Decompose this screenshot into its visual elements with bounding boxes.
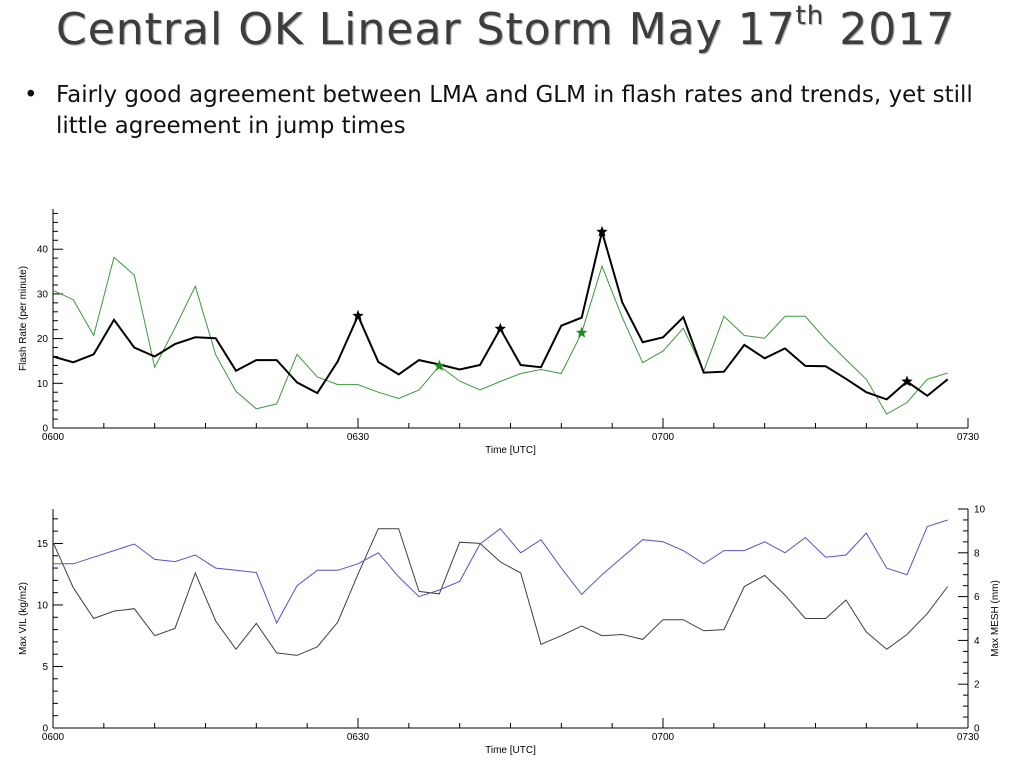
x-tick-label: 0630 bbox=[347, 732, 370, 743]
y-tick-label: 40 bbox=[37, 245, 49, 256]
star-marker-1 bbox=[352, 309, 364, 321]
slide-title-main: Central OK Linear Storm May 17 bbox=[56, 4, 796, 55]
bullet-point: • Fairly good agreement between LMA and … bbox=[24, 80, 1004, 142]
x-tick-label: 0730 bbox=[957, 432, 980, 443]
y-tick-label: 15 bbox=[37, 539, 49, 550]
y-right-tick-label: 6 bbox=[974, 592, 980, 603]
y-tick-label: 30 bbox=[37, 289, 49, 300]
x-tick-label: 0600 bbox=[42, 432, 65, 443]
y-tick-label: 0 bbox=[42, 724, 48, 735]
slide-title: Central OK Linear Storm May 17th 2017 bbox=[56, 1, 956, 55]
flash-rate-chart: 0600 0630 0700 0730 0 10 20 30 40 Time [UTC] Flash… bbox=[18, 209, 980, 456]
slide-title-superscript: th bbox=[795, 1, 825, 32]
bullet-text: Fairly good agreement between LMA and GL… bbox=[56, 82, 973, 139]
x-axis-label: Time [UTC] bbox=[485, 745, 536, 756]
x-axis-label: Time [UTC] bbox=[485, 445, 536, 456]
y-tick-label: 20 bbox=[37, 334, 49, 345]
series-line-2 bbox=[53, 519, 948, 625]
x-tick-label: 0700 bbox=[652, 732, 675, 743]
x-tick-label: 0630 bbox=[347, 432, 370, 443]
x-tick-label: 0600 bbox=[42, 732, 65, 743]
y-tick-label: 0 bbox=[42, 424, 48, 435]
x-tick-label: 0730 bbox=[957, 732, 980, 743]
series-line-1 bbox=[52, 227, 949, 401]
y-right-axis-label: Max MESH (mm) bbox=[990, 580, 1001, 657]
star-marker-1 bbox=[494, 322, 506, 334]
y-axis-label: Max VIL (kg/m2) bbox=[18, 582, 29, 655]
bullet-symbol: • bbox=[24, 82, 38, 108]
star-marker-2 bbox=[433, 359, 445, 371]
y-tick-label: 10 bbox=[37, 600, 49, 611]
y-right-tick-label: 4 bbox=[974, 636, 980, 647]
y-right-tick-label: 0 bbox=[974, 724, 980, 735]
series-line-2 bbox=[52, 256, 948, 415]
star-marker-1 bbox=[901, 375, 913, 387]
y-tick-label: 5 bbox=[42, 662, 48, 673]
x-tick-label: 0700 bbox=[652, 432, 675, 443]
star-marker-2 bbox=[576, 326, 588, 338]
y-right-tick-label: 10 bbox=[974, 505, 986, 516]
series-line-1 bbox=[52, 528, 949, 656]
y-right-tick-label: 2 bbox=[974, 680, 980, 691]
y-axis-label: Flash Rate (per minute) bbox=[18, 266, 29, 371]
slide-title-year: 2017 bbox=[839, 4, 956, 55]
star-marker-1 bbox=[596, 225, 608, 237]
y-right-tick-label: 8 bbox=[974, 548, 980, 559]
y-tick-label: 10 bbox=[37, 379, 49, 390]
